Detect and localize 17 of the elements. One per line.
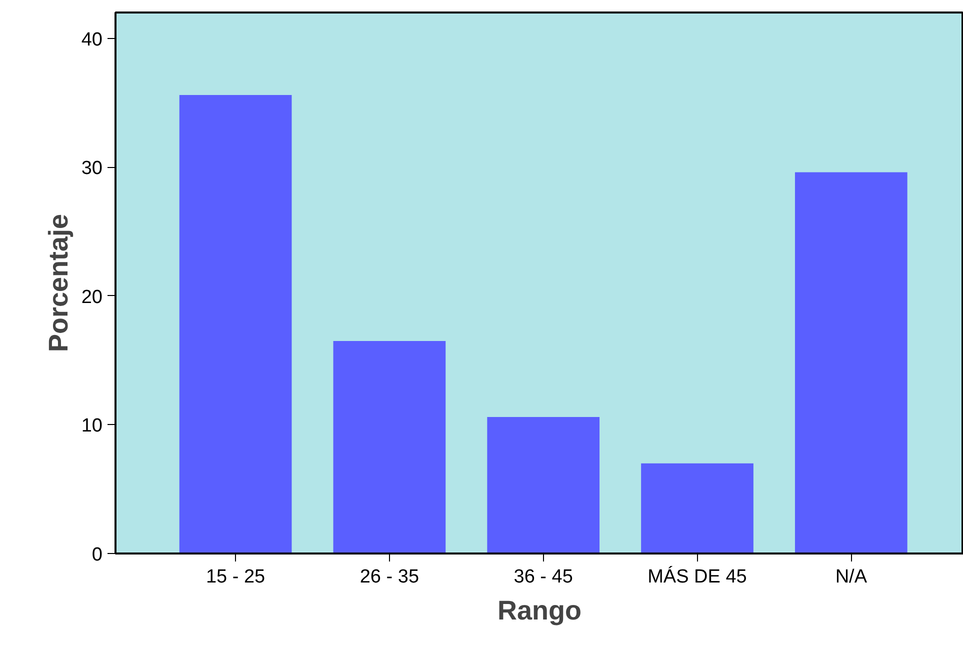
bar — [641, 463, 754, 554]
x-tick-label: MÁS DE 45 — [648, 566, 747, 588]
x-tick-label: 36 - 45 — [514, 566, 573, 588]
y-axis-title: Porcentaje — [43, 214, 74, 352]
bar — [487, 416, 600, 554]
y-tick-label: 10 — [81, 416, 103, 437]
x-tick-label: N/A — [835, 566, 868, 588]
bar — [179, 94, 292, 554]
y-tick-label: 0 — [92, 544, 103, 566]
x-tick-label: 15 - 25 — [206, 566, 266, 588]
bar — [794, 172, 908, 554]
y-tick-label: 40 — [81, 29, 103, 50]
bar — [333, 340, 446, 554]
y-tick-label: 20 — [81, 286, 103, 308]
x-tick-label: 26 - 35 — [360, 566, 420, 588]
y-tick-label: 30 — [81, 158, 103, 180]
x-axis-title: Rango — [498, 596, 582, 626]
